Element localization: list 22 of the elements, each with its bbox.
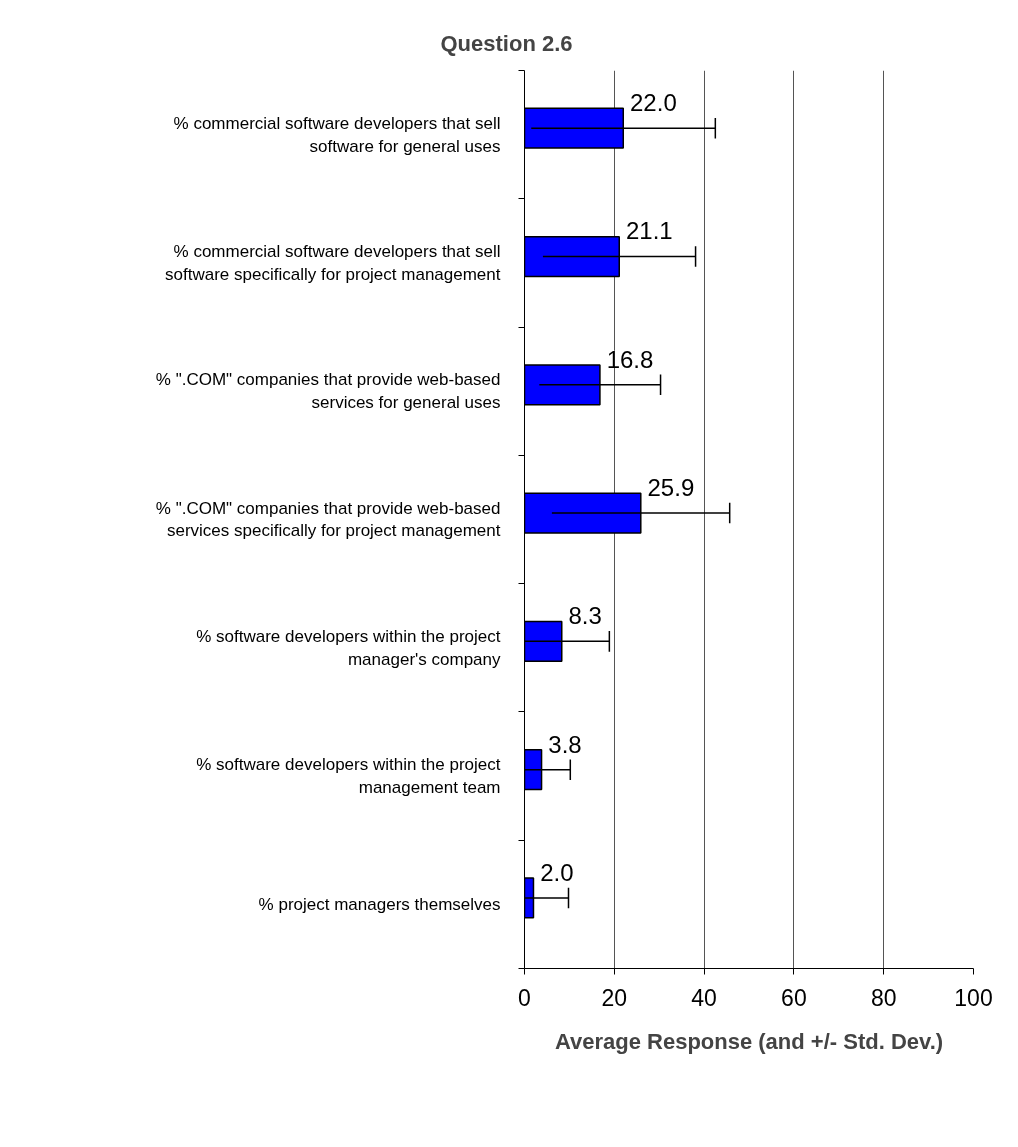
data-label: 25.9	[647, 473, 695, 501]
x-tick-label: 80	[870, 984, 897, 1011]
data-label: 16.8	[606, 345, 654, 373]
x-tick-label: 20	[601, 984, 628, 1011]
data-label: 8.3	[568, 602, 602, 630]
data-label: 2.0	[540, 858, 574, 886]
x-tick-label: 100	[954, 984, 993, 1011]
y-tick-label: % project managers themselves	[258, 894, 501, 914]
y-tick-label: % software developers within the project manager's company	[196, 626, 501, 669]
y-tick-label: % commercial software developers that sell software specifically for project management	[165, 242, 501, 284]
x-tick-label: 0	[518, 984, 531, 1011]
x-axis-title: Average Response (and +/- Std. Dev.)	[554, 1028, 944, 1054]
data-label: 22.0	[630, 89, 677, 117]
data-label: 3.8	[548, 730, 582, 758]
y-tick-label: % ".COM" companies that provide web-based services for general uses	[155, 370, 501, 413]
y-tick-label: % software developers within the project management team	[196, 755, 501, 797]
x-tick-label: 60	[781, 984, 807, 1011]
x-tick-label: 40	[691, 984, 717, 1011]
data-label: 21.1	[625, 217, 673, 245]
y-tick-label: % commercial software developers that sell software for general uses	[173, 113, 501, 156]
chart-title: Question 2.6	[440, 30, 573, 56]
y-tick-label: % ".COM" companies that provide web-based services specifically for project management	[155, 498, 501, 541]
